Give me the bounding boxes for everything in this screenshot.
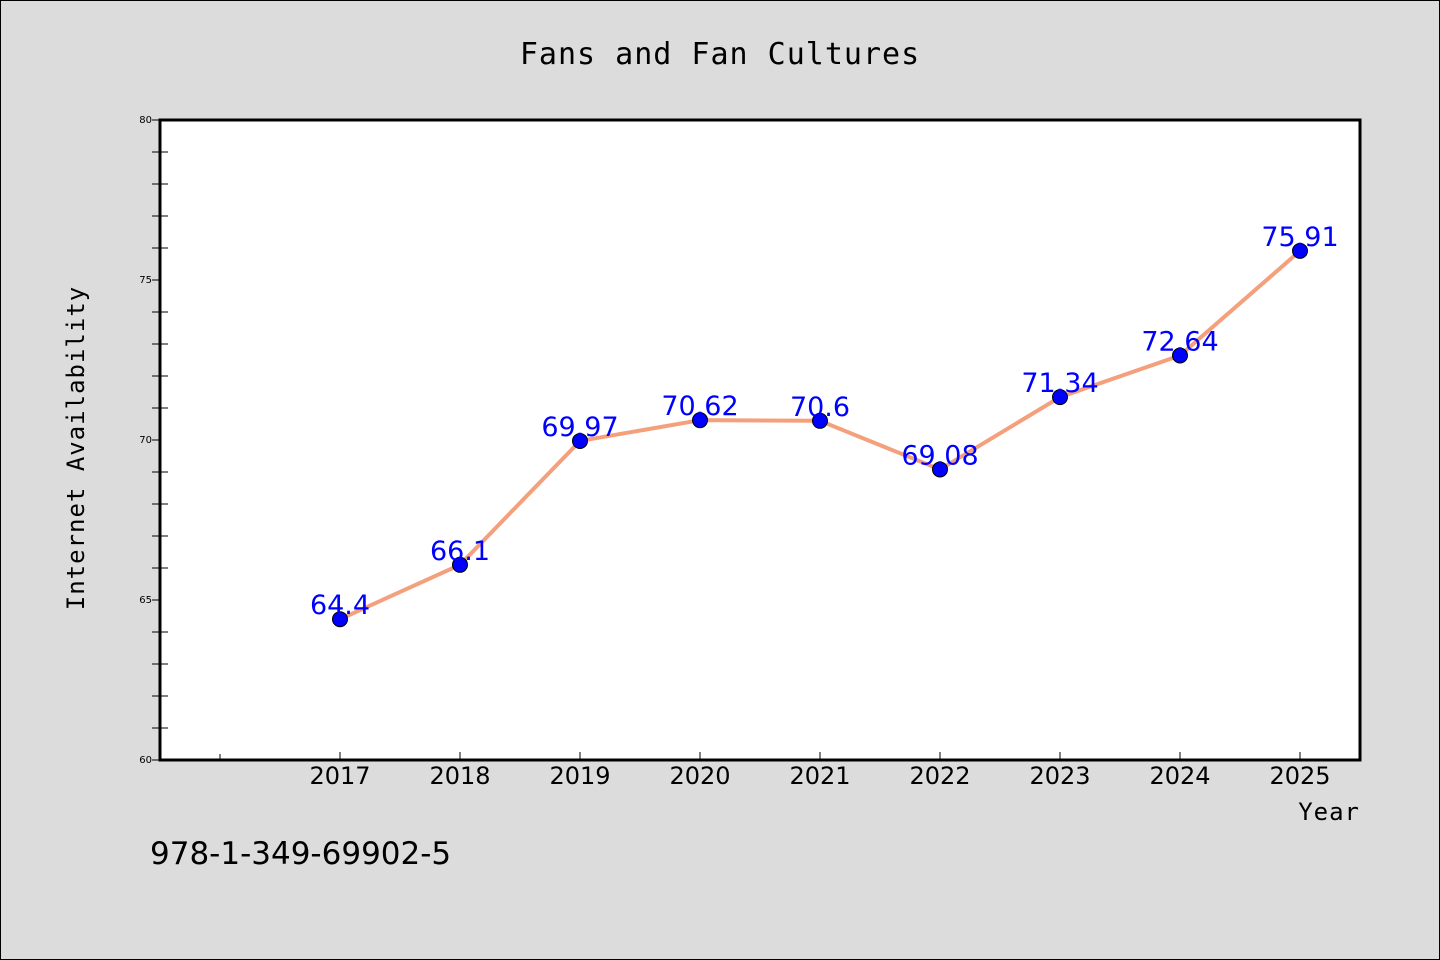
x-tick-label: 2017 <box>309 762 370 790</box>
data-label: 75.91 <box>1261 222 1338 253</box>
data-label: 70.62 <box>661 391 738 422</box>
x-tick-label: 2019 <box>549 762 610 790</box>
x-axis: 2017 2018 2019 2020 2021 2022 2023 2024 2025 <box>219 752 1331 790</box>
x-tick-label: 2023 <box>1029 762 1090 790</box>
series-layer: 64.4 66.1 69.97 70.62 70.6 69.08 71.34 72.64 75.… <box>310 222 1339 628</box>
data-point <box>572 432 588 449</box>
x-tick-label: 2018 <box>429 762 490 790</box>
data-label: 69.97 <box>541 412 618 443</box>
y-tick-label: 80 <box>139 115 152 126</box>
y-tick-label: 65 <box>139 595 152 606</box>
plot-area <box>160 120 1360 760</box>
y-axis-label: Internet Availability <box>62 286 90 610</box>
data-label: 69.08 <box>901 440 978 471</box>
data-point <box>692 412 708 429</box>
plot-frame <box>158 118 1362 762</box>
data-point <box>452 556 468 573</box>
data-label: 70.6 <box>790 392 850 423</box>
data-point <box>1292 242 1308 259</box>
data-point <box>332 611 348 628</box>
data-point <box>812 412 828 429</box>
y-tick-label: 75 <box>139 275 152 286</box>
data-point <box>1052 389 1068 406</box>
x-tick-label: 2025 <box>1269 762 1330 790</box>
x-tick-label: 2020 <box>669 762 730 790</box>
x-tick-label: 2024 <box>1149 762 1210 790</box>
y-tick-label: 60 <box>139 755 152 766</box>
x-tick-label: 2021 <box>789 762 850 790</box>
x-tick-label: 2022 <box>909 762 970 790</box>
y-tick-label: 70 <box>139 435 152 446</box>
data-label: 66.1 <box>430 536 490 567</box>
isbn-text: 978-1-349-69902-5 <box>150 836 451 872</box>
data-point <box>932 461 948 478</box>
data-label: 71.34 <box>1021 368 1098 399</box>
chart-title: Fans and Fan Cultures <box>520 37 920 72</box>
data-point <box>1172 347 1188 364</box>
x-axis-label: Year <box>1298 798 1360 826</box>
data-label: 72.64 <box>1141 327 1218 358</box>
data-label: 64.4 <box>310 590 370 621</box>
